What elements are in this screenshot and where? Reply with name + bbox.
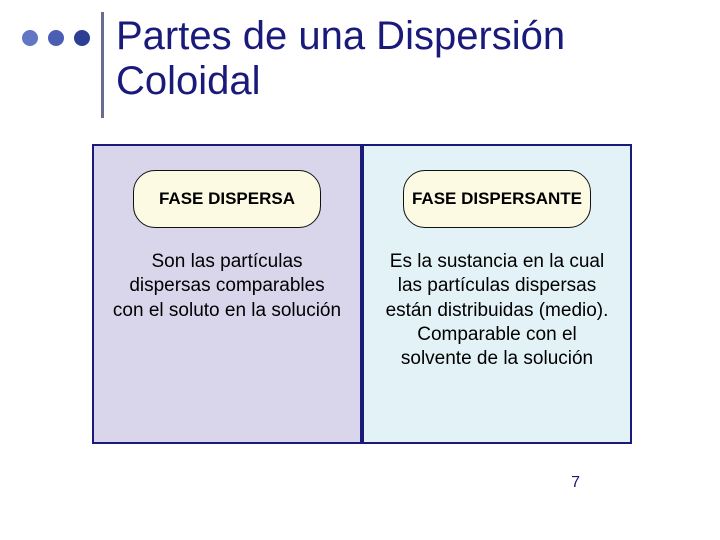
title-divider <box>101 12 104 118</box>
panel-description: Son las partículas dispersas comparables… <box>106 250 348 323</box>
panel-fase-dispersante: FASE DISPERSANTE Es la sustancia en la c… <box>362 144 632 444</box>
page-title: Partes de una Dispersión Coloidal <box>116 14 720 104</box>
bullet-dot <box>48 30 64 46</box>
page-number: 7 <box>571 474 580 492</box>
pill-fase-dispersa: FASE DISPERSA <box>133 170 321 228</box>
panel-fase-dispersa: FASE DISPERSA Son las partículas dispers… <box>92 144 362 444</box>
bullet-dot <box>74 30 90 46</box>
pill-fase-dispersante: FASE DISPERSANTE <box>403 170 591 228</box>
pill-label: FASE DISPERSANTE <box>412 189 582 209</box>
slide: Partes de una Dispersión Coloidal FASE D… <box>0 0 720 540</box>
title-bullets <box>22 30 90 46</box>
bullet-dot <box>22 30 38 46</box>
pill-label: FASE DISPERSA <box>159 189 295 209</box>
panels-row: FASE DISPERSA Son las partículas dispers… <box>92 144 632 444</box>
panel-description: Es la sustancia en la cual las partícula… <box>376 250 618 372</box>
